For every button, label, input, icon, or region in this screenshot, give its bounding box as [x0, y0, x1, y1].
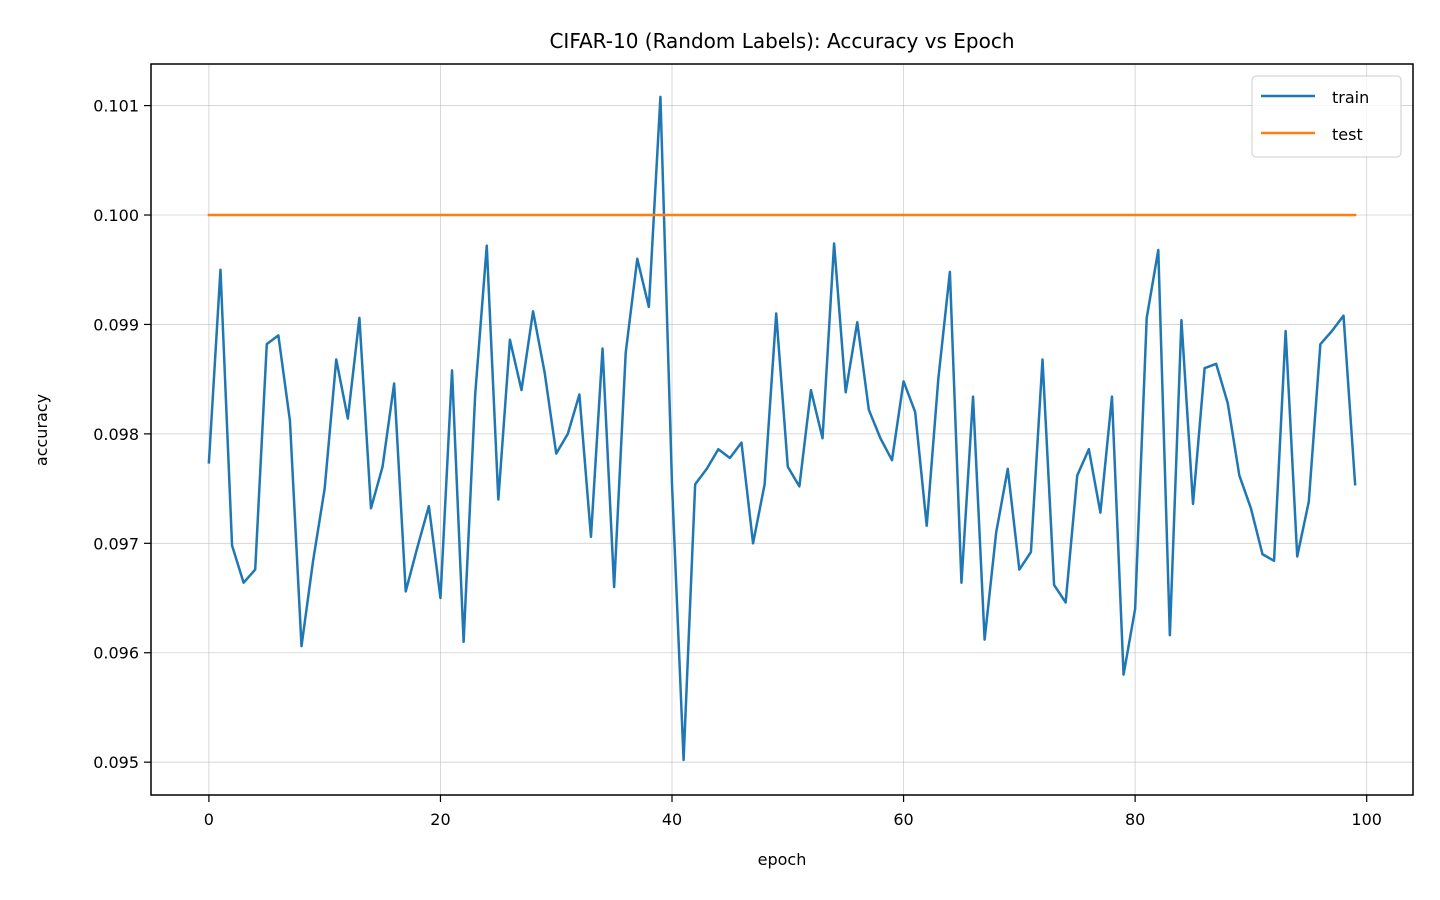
chart-title: CIFAR-10 (Random Labels): Accuracy vs Ep…: [549, 29, 1014, 53]
legend-test-label: test: [1332, 125, 1363, 144]
y-tick-label: 0.095: [93, 753, 139, 772]
x-axis-ticks: 0 20 40 60 80 100: [204, 795, 1382, 829]
x-tick-label: 40: [662, 810, 682, 829]
x-axis-label: epoch: [758, 850, 807, 869]
legend: train test: [1251, 75, 1402, 158]
x-tick-label: 0: [204, 810, 214, 829]
y-tick-label: 0.098: [93, 425, 139, 444]
plot-frame: [150, 63, 1414, 796]
legend-train-label: train: [1332, 88, 1369, 107]
x-tick-label: 80: [1125, 810, 1145, 829]
series-train-line: [207, 95, 1357, 762]
grid-lines: [151, 64, 1413, 795]
y-tick-label: 0.096: [93, 644, 139, 663]
x-tick-label: 100: [1351, 810, 1382, 829]
y-tick-label: 0.101: [93, 97, 139, 116]
x-tick-label: 60: [893, 810, 913, 829]
y-tick-label: 0.097: [93, 534, 139, 553]
y-axis-ticks: 0.095 0.096 0.097 0.098 0.099 0.100 0.101: [93, 97, 151, 772]
y-axis-label: accuracy: [32, 394, 51, 466]
legend-box: [1251, 75, 1402, 158]
y-tick-label: 0.099: [93, 315, 139, 334]
series-layer: [207, 95, 1357, 762]
y-tick-label: 0.100: [93, 206, 139, 225]
x-tick-label: 20: [430, 810, 450, 829]
